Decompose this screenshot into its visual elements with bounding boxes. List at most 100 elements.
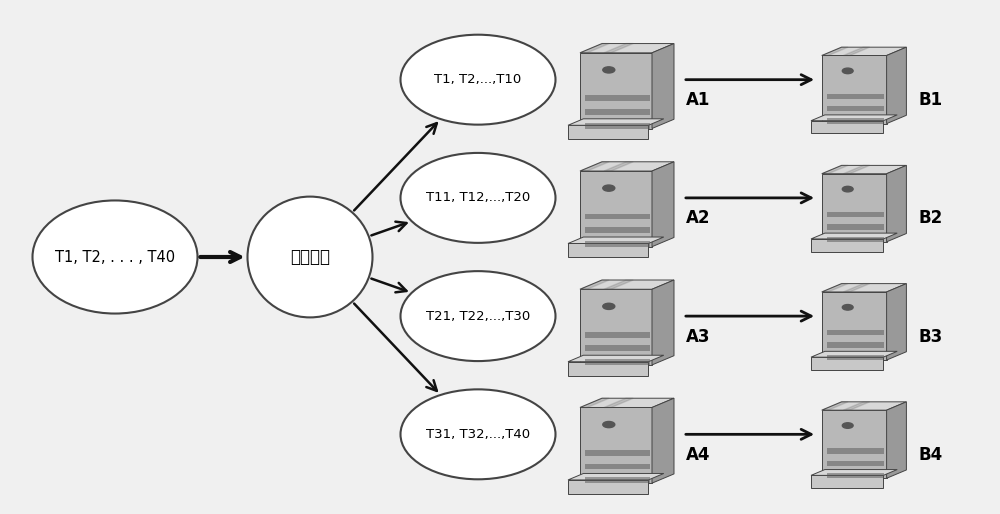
Polygon shape <box>811 115 897 121</box>
Polygon shape <box>568 119 664 125</box>
Polygon shape <box>585 345 650 351</box>
Text: B3: B3 <box>918 327 942 346</box>
Polygon shape <box>585 359 650 365</box>
Circle shape <box>842 186 853 192</box>
Circle shape <box>842 423 853 428</box>
Polygon shape <box>811 475 883 488</box>
Polygon shape <box>585 464 650 469</box>
Polygon shape <box>827 212 884 217</box>
Circle shape <box>603 303 615 309</box>
Polygon shape <box>568 244 648 258</box>
Polygon shape <box>580 162 609 171</box>
Polygon shape <box>811 470 897 475</box>
Polygon shape <box>887 402 906 478</box>
Polygon shape <box>585 241 650 247</box>
Polygon shape <box>604 44 633 53</box>
Polygon shape <box>585 123 650 128</box>
Text: B2: B2 <box>918 209 942 228</box>
Text: B1: B1 <box>918 91 942 109</box>
Polygon shape <box>580 44 609 53</box>
Polygon shape <box>811 352 897 357</box>
Polygon shape <box>887 47 906 124</box>
Ellipse shape <box>400 35 556 124</box>
Polygon shape <box>822 166 906 174</box>
Polygon shape <box>887 166 906 242</box>
Polygon shape <box>568 355 664 362</box>
Polygon shape <box>822 174 887 242</box>
Polygon shape <box>568 480 648 494</box>
Circle shape <box>603 421 615 428</box>
Polygon shape <box>585 95 650 101</box>
Polygon shape <box>822 410 887 478</box>
Polygon shape <box>822 402 848 410</box>
Polygon shape <box>827 118 884 124</box>
Polygon shape <box>604 398 633 408</box>
Polygon shape <box>580 44 674 53</box>
Text: T21, T22,...,T30: T21, T22,...,T30 <box>426 309 530 323</box>
Text: A1: A1 <box>686 91 710 109</box>
Polygon shape <box>827 94 884 99</box>
Text: A3: A3 <box>686 327 710 346</box>
Polygon shape <box>580 408 652 483</box>
Ellipse shape <box>248 197 372 317</box>
Polygon shape <box>887 284 906 360</box>
Polygon shape <box>822 166 848 174</box>
Polygon shape <box>822 56 887 124</box>
Polygon shape <box>811 233 897 239</box>
Polygon shape <box>580 162 674 171</box>
Text: 总控节点: 总控节点 <box>290 248 330 266</box>
Polygon shape <box>827 355 884 360</box>
Text: T31, T32,...,T40: T31, T32,...,T40 <box>426 428 530 441</box>
Circle shape <box>842 68 853 74</box>
Polygon shape <box>580 398 609 408</box>
Ellipse shape <box>400 271 556 361</box>
Polygon shape <box>585 450 650 456</box>
Polygon shape <box>843 47 870 56</box>
Text: T1, T2, . . . , T40: T1, T2, . . . , T40 <box>55 249 175 265</box>
Polygon shape <box>811 239 883 251</box>
Polygon shape <box>568 362 648 376</box>
Polygon shape <box>827 473 884 478</box>
Polygon shape <box>604 162 633 171</box>
Polygon shape <box>811 357 883 370</box>
Polygon shape <box>580 53 652 128</box>
Polygon shape <box>822 284 906 292</box>
Polygon shape <box>580 280 609 289</box>
Text: A4: A4 <box>686 446 710 464</box>
Polygon shape <box>568 473 664 480</box>
Polygon shape <box>652 162 674 247</box>
Polygon shape <box>827 461 884 466</box>
Polygon shape <box>585 213 650 219</box>
Polygon shape <box>604 280 633 289</box>
Polygon shape <box>568 125 648 139</box>
Polygon shape <box>827 106 884 112</box>
Polygon shape <box>568 237 664 244</box>
Polygon shape <box>585 332 650 338</box>
Polygon shape <box>843 166 870 174</box>
Polygon shape <box>580 289 652 365</box>
Circle shape <box>842 304 853 310</box>
Ellipse shape <box>400 153 556 243</box>
Ellipse shape <box>400 390 556 479</box>
Polygon shape <box>843 402 870 410</box>
Polygon shape <box>827 236 884 242</box>
Ellipse shape <box>32 200 198 314</box>
Polygon shape <box>827 448 884 454</box>
Polygon shape <box>811 121 883 133</box>
Text: B4: B4 <box>918 446 942 464</box>
Polygon shape <box>822 292 887 360</box>
Circle shape <box>603 67 615 73</box>
Polygon shape <box>585 109 650 115</box>
Text: T1, T2,...,T10: T1, T2,...,T10 <box>434 73 522 86</box>
Text: A2: A2 <box>686 209 710 228</box>
Polygon shape <box>580 171 652 247</box>
Polygon shape <box>580 280 674 289</box>
Polygon shape <box>585 478 650 483</box>
Polygon shape <box>822 47 906 56</box>
Polygon shape <box>652 398 674 483</box>
Polygon shape <box>652 280 674 365</box>
Polygon shape <box>822 284 848 292</box>
Polygon shape <box>822 47 848 56</box>
Text: T11, T12,...,T20: T11, T12,...,T20 <box>426 191 530 205</box>
Polygon shape <box>652 44 674 128</box>
